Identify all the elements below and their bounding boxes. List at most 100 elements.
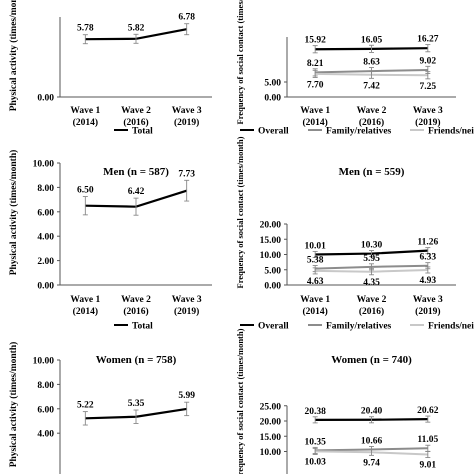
data-label: 20.62 bbox=[417, 406, 439, 416]
data-label: 5.82 bbox=[128, 23, 145, 33]
x-tick-label: (2019) bbox=[174, 306, 199, 317]
y-axis-title: Frequency of social contact (times/month… bbox=[235, 328, 245, 474]
data-label: 7.25 bbox=[420, 82, 437, 92]
legend-label: Total bbox=[132, 322, 153, 332]
x-tick-label: Wave 1 bbox=[300, 295, 330, 305]
x-tick-label: Wave 3 bbox=[172, 106, 202, 116]
y-tick-label: 5.00 bbox=[264, 79, 281, 89]
data-label: 7.73 bbox=[178, 169, 195, 179]
y-tick-label: 4.00 bbox=[37, 430, 54, 440]
y-tick-label: 15.00 bbox=[260, 236, 282, 246]
legend-label: Friends/neighbors bbox=[428, 127, 474, 137]
chart-title: Women (n = 740) bbox=[331, 354, 412, 366]
data-label: 4.93 bbox=[420, 276, 437, 286]
chart-panel-bottom-right: 25.00 20.00 15.00 10.00 Frequency of social … bbox=[235, 328, 439, 474]
data-label: 10.35 bbox=[304, 437, 326, 447]
y-tick-label: 0.00 bbox=[37, 94, 54, 104]
data-label: 11.26 bbox=[417, 238, 438, 248]
data-label: 16.05 bbox=[361, 35, 383, 45]
y-tick-label: 10.00 bbox=[260, 448, 282, 458]
x-tick-label: Wave 2 bbox=[121, 295, 151, 305]
x-tick-label: Wave 3 bbox=[413, 106, 443, 116]
chart-panel-top-left: 0.00 Physical activity (times/month) Wave … bbox=[8, 0, 212, 137]
data-label: 7.42 bbox=[363, 81, 380, 91]
legend-label: Overall bbox=[258, 127, 289, 137]
legend-label: Friends/neighbors bbox=[428, 322, 474, 332]
x-tick-label: Wave 2 bbox=[357, 295, 387, 305]
data-label: 9.02 bbox=[420, 56, 437, 66]
x-tick-label: (2014) bbox=[303, 117, 328, 128]
data-label: 6.33 bbox=[420, 253, 437, 263]
data-label: 8.21 bbox=[307, 59, 324, 69]
x-tick-label: Wave 2 bbox=[357, 106, 387, 116]
data-label: 8.63 bbox=[363, 58, 380, 68]
y-tick-label: 5.00 bbox=[264, 266, 281, 276]
data-label: 20.40 bbox=[361, 407, 383, 417]
y-tick-label: 2.00 bbox=[37, 257, 54, 267]
x-tick-label: (2019) bbox=[415, 306, 440, 317]
y-axis-title: Physical activity (times/month) bbox=[8, 0, 19, 111]
data-label: 20.38 bbox=[304, 407, 326, 417]
data-label: 7.70 bbox=[307, 81, 324, 91]
y-axis-title: Frequency of social contact (times/month… bbox=[235, 0, 245, 124]
x-tick-label: (2016) bbox=[123, 306, 148, 317]
data-label: 9.01 bbox=[420, 461, 437, 471]
x-tick-label: Wave 1 bbox=[70, 295, 100, 305]
y-tick-label: 25.00 bbox=[260, 402, 282, 412]
data-label: 10.01 bbox=[304, 241, 326, 251]
x-tick-label: Wave 3 bbox=[172, 295, 202, 305]
data-label: 9.74 bbox=[363, 458, 380, 468]
data-label: 5.99 bbox=[178, 391, 195, 401]
data-label: 4.63 bbox=[307, 277, 324, 287]
data-label: 5.38 bbox=[307, 256, 324, 266]
y-tick-label: 10.00 bbox=[33, 357, 55, 367]
legend-label: Family/relatives bbox=[326, 322, 392, 332]
chart-panel-middle-right: 0.00 5.00 10.00 15.00 20.00 Frequency of soci… bbox=[235, 136, 474, 331]
data-label: 6.78 bbox=[178, 13, 195, 23]
data-label: 10.03 bbox=[304, 457, 326, 467]
data-label: 4.35 bbox=[363, 278, 380, 288]
y-axis-title: Physical activity (times/month) bbox=[8, 342, 19, 468]
data-label: 5.22 bbox=[77, 401, 94, 411]
data-label: 16.27 bbox=[417, 35, 439, 45]
y-tick-label: 0.00 bbox=[264, 94, 281, 104]
y-tick-label: 8.00 bbox=[37, 381, 54, 391]
y-tick-label: 0.00 bbox=[37, 282, 54, 292]
x-tick-label: (2014) bbox=[73, 117, 98, 128]
legend-label: Family/relatives bbox=[326, 127, 392, 137]
y-tick-label: 10.00 bbox=[33, 160, 55, 170]
x-tick-label: (2016) bbox=[359, 306, 384, 317]
chart-panel-middle-left: 0.00 2.00 4.00 6.00 8.00 10.00 Physical activi… bbox=[8, 150, 212, 332]
y-tick-label: 0.00 bbox=[264, 282, 281, 292]
y-axis-title: Physical activity (times/month) bbox=[8, 150, 19, 276]
x-tick-label: (2016) bbox=[123, 117, 148, 128]
x-tick-label: Wave 1 bbox=[300, 106, 330, 116]
y-tick-label: 20.00 bbox=[260, 418, 282, 428]
data-label: 11.05 bbox=[417, 435, 438, 445]
data-label: 5.35 bbox=[128, 399, 145, 409]
y-tick-label: 6.00 bbox=[37, 405, 54, 415]
chart-panel-top-right: 0.00 5.00 Frequency of social contact (tim… bbox=[235, 0, 474, 137]
data-label: 10.66 bbox=[361, 436, 383, 446]
legend-label: Total bbox=[132, 127, 153, 137]
data-label: 15.92 bbox=[304, 36, 326, 46]
chart-panel-bottom-left: 10.00 8.00 6.00 4.00 Physical activity (time… bbox=[8, 342, 195, 474]
x-tick-label: (2014) bbox=[303, 306, 328, 317]
chart-title: Men (n = 587) bbox=[103, 166, 169, 178]
y-tick-label: 15.00 bbox=[260, 433, 282, 443]
y-axis-title: Frequency of social contact (times/month… bbox=[235, 136, 245, 288]
x-tick-label: Wave 1 bbox=[70, 106, 100, 116]
y-tick-label: 6.00 bbox=[37, 208, 54, 218]
data-label: 5.95 bbox=[363, 254, 380, 264]
x-tick-label: (2019) bbox=[174, 117, 199, 128]
y-tick-label: 4.00 bbox=[37, 233, 54, 243]
x-tick-label: (2016) bbox=[359, 117, 384, 128]
data-label: 6.42 bbox=[128, 187, 145, 197]
y-tick-label: 10.00 bbox=[260, 251, 282, 261]
x-tick-label: Wave 3 bbox=[413, 295, 443, 305]
y-tick-label: 8.00 bbox=[37, 184, 54, 194]
chart-title: Women (n = 758) bbox=[96, 354, 177, 366]
chart-title: Men (n = 559) bbox=[339, 166, 405, 178]
y-tick-label: 20.00 bbox=[260, 221, 282, 231]
